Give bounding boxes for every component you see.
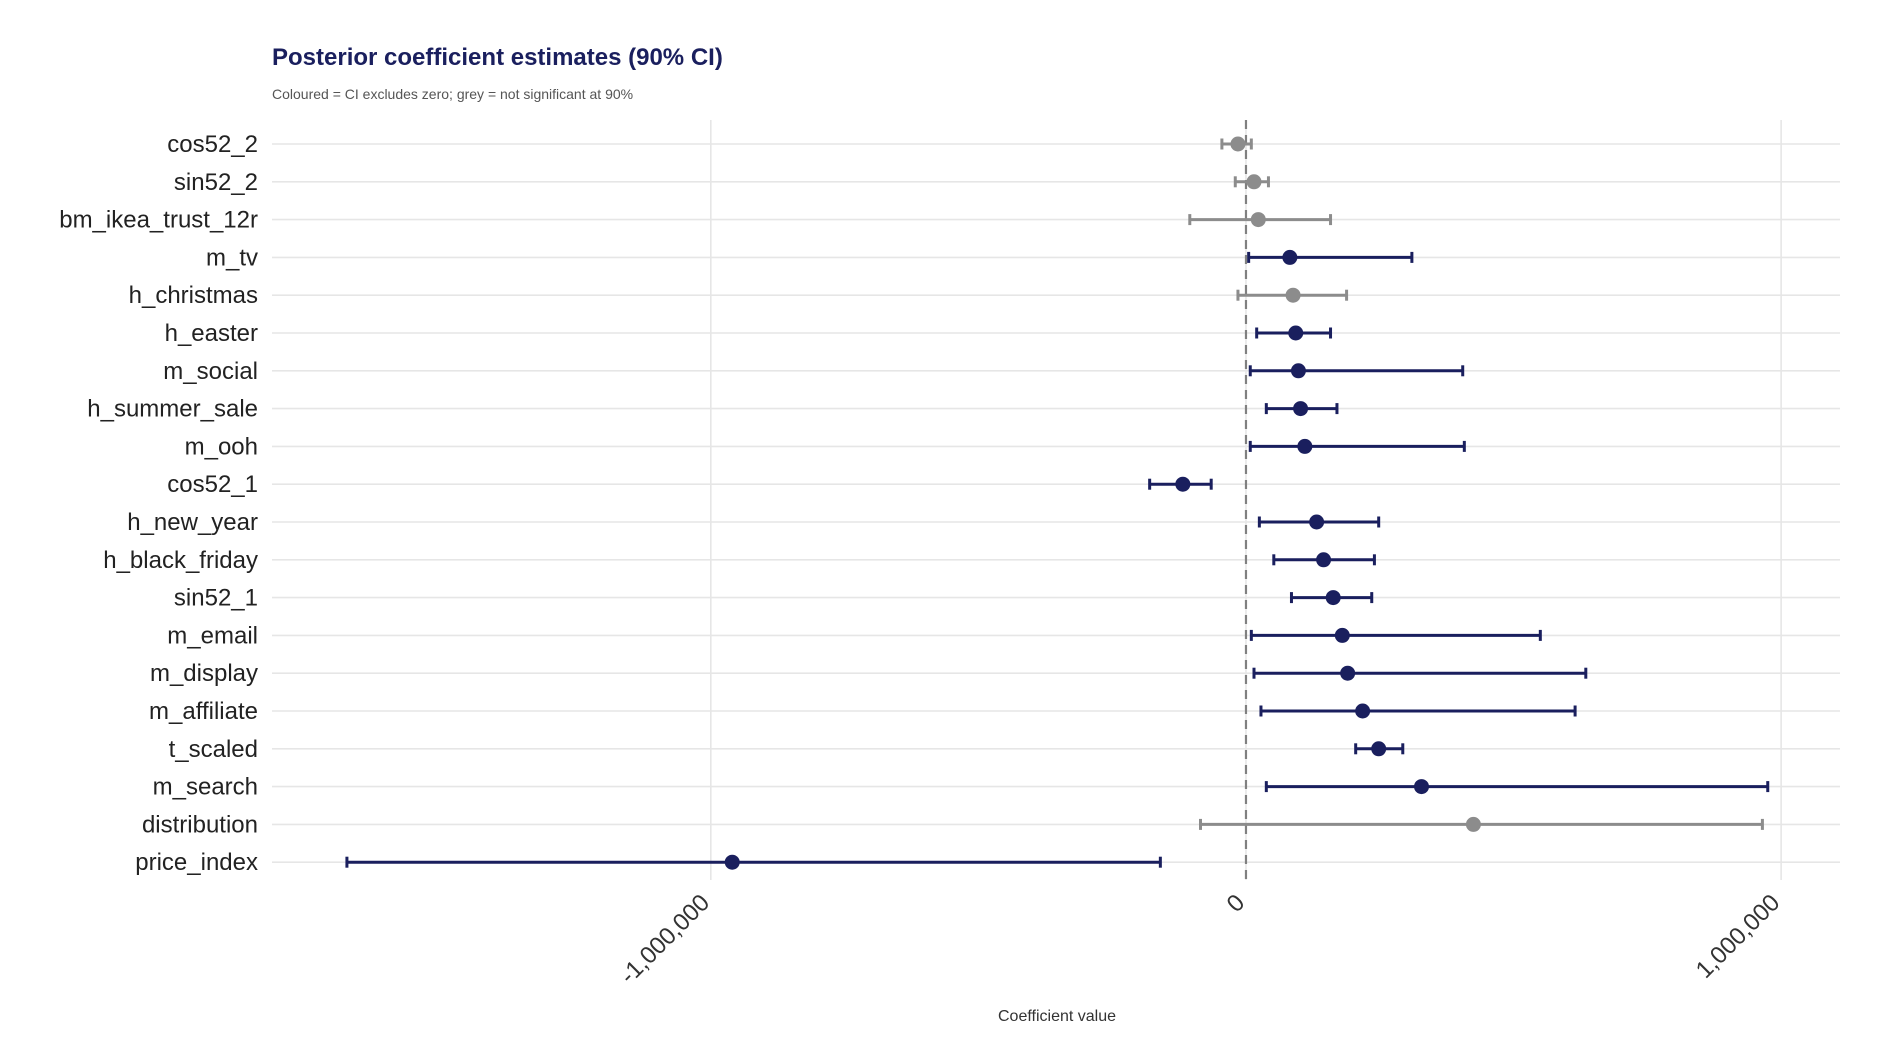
y-axis-label: m_ooh [185,433,258,460]
estimate-point [1355,703,1371,719]
y-axis-label: m_tv [206,244,258,271]
chart-title: Posterior coefficient estimates (90% CI) [272,44,723,71]
y-axis-label: bm_ikea_trust_12r [59,207,258,234]
estimate-point [1230,136,1246,152]
y-axis-label: h_christmas [129,282,258,309]
y-axis-label: h_black_friday [103,547,258,574]
interval-marks [345,136,1770,870]
y-axis-label: sin52_2 [174,169,258,196]
x-axis-ticks: -1,000,000 0 1,000,000 [615,889,1786,989]
estimate-point [1465,816,1481,832]
y-axis-label: h_summer_sale [87,396,258,423]
estimate-point [1334,627,1350,643]
y-axis-label: cos52_1 [167,471,258,498]
estimate-point [1414,779,1430,795]
estimate-point [1250,212,1266,228]
y-axis-label: m_email [167,622,258,649]
estimate-point [1288,325,1304,341]
estimate-point [1297,438,1313,454]
estimate-point [1293,401,1309,417]
y-axis-label: cos52_2 [167,131,258,158]
x-axis-title: Coefficient value [998,1008,1116,1025]
x-tick-label: 1,000,000 [1691,889,1786,984]
y-axis-label: h_easter [165,320,258,347]
estimate-point [1175,476,1191,492]
y-axis-label: m_social [163,358,258,385]
y-axis-label: m_display [150,660,258,687]
y-axis-labels: cos52_2 sin52_2 bm_ikea_trust_12r m_tv h_chr… [59,131,258,876]
y-axis-label: price_index [135,849,258,876]
estimate-point [1282,249,1298,265]
x-tick-label: 0 [1222,889,1251,918]
estimate-point [1246,174,1262,190]
y-axis-label: m_search [153,774,258,801]
y-axis-label: sin52_1 [174,585,258,612]
x-tick-label: -1,000,000 [615,889,715,989]
y-axis-label: m_affiliate [149,698,258,725]
estimate-point [1340,665,1356,681]
estimate-point [1290,363,1306,379]
chart-subtitle: Coloured = CI excludes zero; grey = not … [272,86,633,102]
y-axis-label: distribution [142,811,258,838]
y-axis-label: t_scaled [169,736,258,763]
grid [272,120,1840,880]
estimate-point [1371,741,1387,757]
estimate-point [1325,590,1341,606]
estimate-point [1316,552,1332,568]
estimate-point [724,854,740,870]
estimate-point [1309,514,1325,530]
estimate-point [1285,287,1301,303]
y-axis-label: h_new_year [127,509,258,536]
